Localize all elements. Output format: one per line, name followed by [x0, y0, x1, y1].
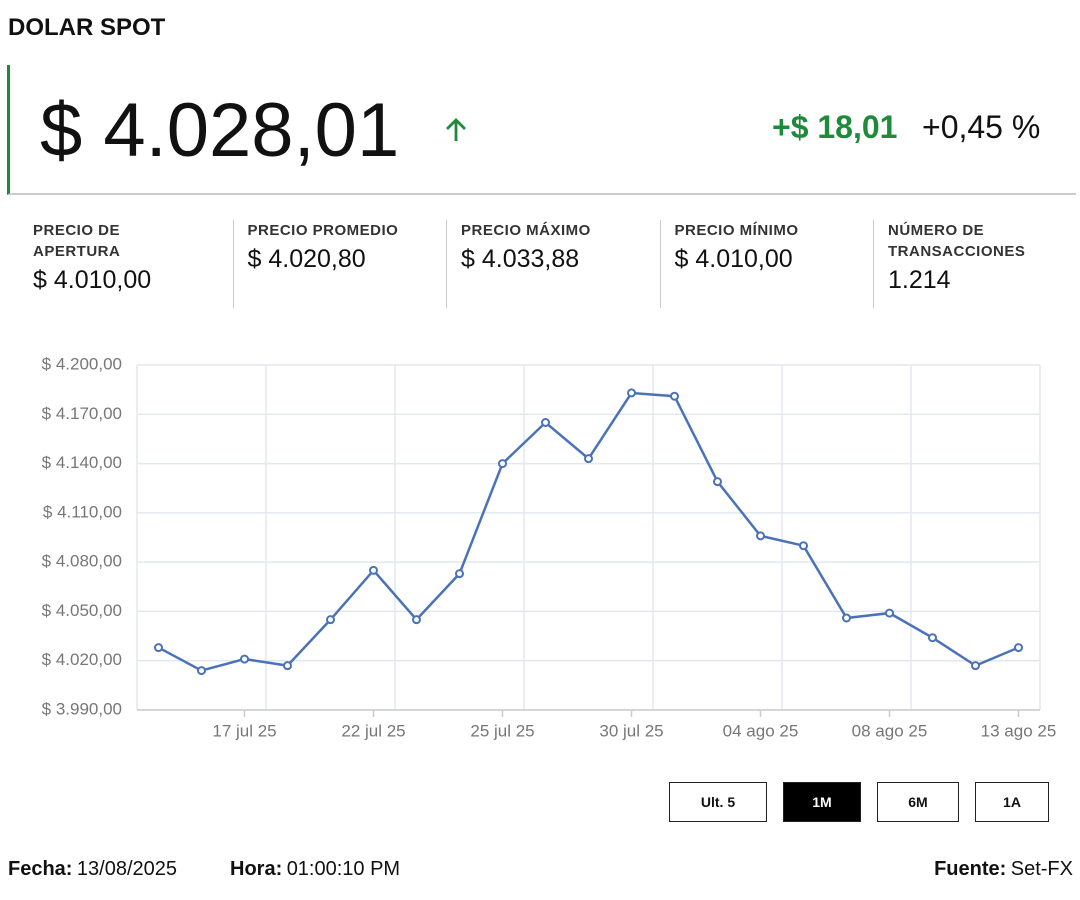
date-value: 13/08/2025	[76, 858, 178, 880]
stat-value: 1.214	[888, 266, 951, 294]
point	[154, 643, 163, 653]
date: Fecha: 13/08/2025	[8, 858, 177, 881]
time: Hora: 01:00:10 PM	[230, 858, 400, 881]
price: $ 4.028,01	[40, 88, 400, 173]
time-label: Hora:	[230, 858, 283, 880]
point	[240, 654, 249, 664]
y-tick-label: $ 4.110,00	[43, 502, 122, 521]
stat: PRECIO PROMEDIO $ 4.020,80	[232, 220, 438, 308]
date-label: Fecha:	[8, 858, 73, 880]
y-tick-label: $ 4.080,00	[42, 552, 122, 571]
range-button[interactable]: Ult. 5	[669, 782, 767, 822]
source-value: Set-FX	[1010, 858, 1073, 880]
up-arrow	[446, 118, 466, 141]
stat-label: PRECIO DE APERTURA	[33, 222, 121, 260]
x-tick-label: 04 ago 25	[723, 721, 799, 740]
y-tick-label: $ 4.140,00	[42, 453, 122, 472]
x-tick-label: 22 jul 25	[341, 721, 405, 740]
stat-label: PRECIO PROMEDIO	[247, 222, 399, 239]
price-change: +$ 18,01	[772, 109, 898, 145]
stat-value: $ 4.010,00	[33, 266, 152, 294]
stat-label: PRECIO MÁXIMO	[461, 222, 591, 239]
point	[541, 418, 550, 427]
price-box: $ 4.028,01 +$ 18,01 +0,45 %	[7, 65, 1076, 195]
stat: PRECIO MÁXIMO $ 4.033,88	[446, 220, 651, 308]
y-tick-label: $ 4.050,00	[42, 601, 122, 620]
chart: $ 3.990,00 $ 4.020,00 $ 4.050,00 $ 4.080,00…	[42, 354, 1057, 740]
point	[326, 615, 335, 625]
y-tick-label: $ 4.200,00	[42, 354, 122, 373]
stat: PRECIO DE APERTURA $ 4.010,00	[19, 220, 223, 308]
stat-value: $ 4.020,80	[247, 245, 366, 273]
point	[670, 391, 679, 401]
stat: NÚMERO DE TRANSACCIONES 1.214	[873, 220, 1078, 308]
stat-label: NÚMERO DE TRANSACCIONES	[888, 222, 1026, 260]
y-tick-label: $ 3.990,00	[42, 699, 122, 718]
point	[197, 666, 206, 676]
stats: PRECIO DE APERTURA $ 4.010,00 PRECIO PROME…	[0, 220, 1080, 308]
range-button[interactable]: 1A	[975, 782, 1049, 822]
range-button[interactable]: 1M	[783, 782, 861, 822]
point	[799, 541, 808, 551]
point	[1014, 643, 1023, 653]
price-change-pct: +0,45 %	[922, 109, 1041, 145]
y-tick-label: $ 4.170,00	[42, 404, 122, 423]
line	[157, 391, 1019, 672]
point	[842, 613, 851, 623]
point	[412, 615, 421, 625]
y-tick-label: $ 4.020,00	[42, 650, 122, 669]
point	[584, 454, 593, 464]
point	[885, 608, 894, 618]
x-tick-label: 25 jul 25	[470, 721, 534, 740]
point	[756, 531, 765, 541]
point	[627, 388, 636, 398]
stat-value: $ 4.033,88	[461, 245, 580, 273]
source-label: Fuente:	[934, 858, 1007, 880]
x-tick-label: 17 jul 25	[212, 721, 276, 740]
range-button[interactable]: 6M	[877, 782, 959, 822]
point	[455, 569, 464, 579]
point	[713, 477, 722, 487]
point	[283, 661, 292, 671]
point	[971, 661, 980, 671]
stat-label: PRECIO MÍNIMO	[674, 222, 799, 239]
source: Fuente: Set-FX	[934, 858, 1073, 881]
x-tick-label: 30 jul 25	[599, 721, 663, 740]
point	[928, 633, 937, 643]
x-tick-label: 08 ago 25	[852, 721, 928, 740]
x-tick-label: 13 ago 25	[981, 721, 1057, 740]
stat-value: $ 4.010,00	[674, 245, 793, 273]
stat: PRECIO MÍNIMO $ 4.010,00	[659, 220, 865, 308]
point	[498, 459, 507, 469]
title: DOLAR SPOT	[8, 14, 166, 41]
time-value: 01:00:10 PM	[286, 858, 401, 880]
point	[369, 565, 378, 575]
